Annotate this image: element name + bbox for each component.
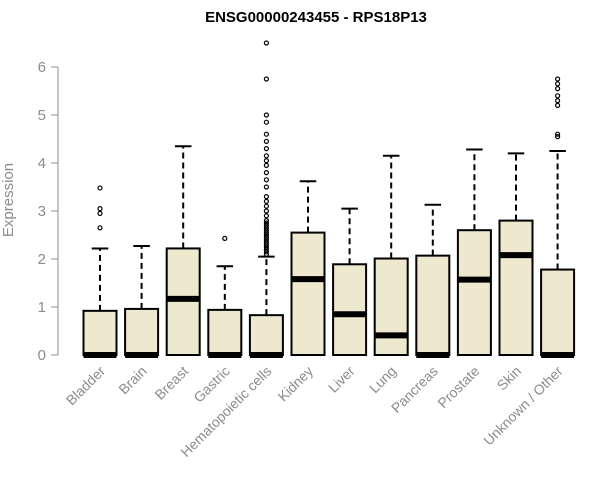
- box-rect: [498, 219, 534, 356]
- outlier-point: [263, 227, 269, 233]
- outlier-point: [554, 93, 561, 99]
- outlier-point: [263, 194, 269, 200]
- outlier-point: [263, 184, 269, 190]
- box-group: [165, 145, 201, 356]
- outlier-point: [263, 246, 269, 252]
- x-category-label: Skin: [494, 363, 525, 394]
- outlier-point: [554, 102, 561, 109]
- outlier-point: [263, 146, 269, 152]
- x-category-label: Breast: [151, 363, 191, 403]
- box-rect: [540, 268, 576, 356]
- box-rect: [248, 314, 284, 357]
- outlier-point: [263, 232, 269, 238]
- outlier-point: [263, 76, 269, 82]
- outlier-point: [263, 234, 269, 240]
- outlier-point: [263, 131, 269, 137]
- box-group: [124, 245, 160, 358]
- y-tick-label: 0: [38, 347, 46, 364]
- outlier-point: [263, 249, 269, 255]
- x-category-label: Lung: [366, 363, 399, 396]
- outlier-point: [263, 162, 269, 168]
- x-category-label: Unknown / Other: [480, 363, 566, 449]
- x-category-label: Brain: [115, 363, 149, 397]
- box-group: [290, 180, 326, 357]
- outlier-point: [263, 177, 269, 183]
- outlier-point: [263, 251, 269, 257]
- x-category-label: Kidney: [275, 363, 317, 405]
- box-rect: [456, 229, 492, 356]
- box-rect: [290, 231, 326, 357]
- box-group: [248, 40, 284, 358]
- outlier-point: [554, 131, 561, 137]
- outlier-point: [263, 40, 269, 46]
- outlier-point: [263, 239, 269, 245]
- box-group: [373, 154, 409, 356]
- outlier-point: [554, 97, 561, 104]
- outlier-point: [554, 85, 561, 92]
- box-rect: [82, 309, 118, 356]
- x-category-label: Prostate: [434, 363, 482, 411]
- outlier-point: [97, 206, 103, 212]
- outlier-point: [263, 208, 269, 214]
- outlier-point: [263, 198, 269, 204]
- y-axis-label: Expression: [0, 163, 17, 237]
- outlier-point: [263, 153, 269, 159]
- outlier-point: [222, 235, 228, 241]
- y-tick-label: 6: [38, 59, 46, 76]
- outlier-point: [263, 230, 269, 236]
- box-group: [207, 235, 243, 358]
- y-tick-label: 1: [38, 299, 46, 316]
- box-rect: [124, 307, 160, 357]
- y-tick-label: 5: [38, 107, 46, 124]
- outlier-point: [263, 218, 269, 224]
- box-rect: [207, 308, 243, 357]
- box-group: [540, 76, 576, 358]
- boxes-layer: [82, 40, 576, 358]
- box-group: [82, 185, 118, 358]
- x-category-label: Liver: [325, 363, 358, 396]
- box-group: [498, 152, 534, 356]
- outlier-point: [263, 225, 269, 231]
- outlier-point: [263, 170, 269, 176]
- box-group: [332, 207, 368, 356]
- outlier-point: [554, 76, 561, 82]
- box-rect: [373, 257, 409, 356]
- x-category-label: Bladder: [63, 363, 109, 409]
- y-axis: 0 1 2 3 4 5 6: [38, 59, 59, 364]
- y-tick-label: 2: [38, 251, 46, 268]
- outlier-point: [263, 222, 269, 228]
- outlier-point: [263, 237, 269, 243]
- y-tick-label: 3: [38, 203, 46, 220]
- chart-title: ENSG00000243455 - RPS18P13: [205, 9, 427, 26]
- outlier-point: [263, 112, 269, 118]
- outlier-point: [263, 119, 269, 125]
- outlier-point: [97, 185, 103, 191]
- outlier-point: [263, 203, 269, 209]
- box-rect: [332, 263, 368, 356]
- outlier-point: [97, 225, 103, 231]
- outlier-point: [263, 158, 269, 164]
- outlier-point: [263, 220, 269, 226]
- outlier-point: [263, 242, 269, 248]
- outlier-point: [97, 210, 103, 216]
- box-group: [456, 148, 492, 356]
- outlier-point: [263, 213, 269, 219]
- box-group: [415, 203, 451, 358]
- outlier-point: [554, 81, 561, 87]
- outlier-point: [263, 244, 269, 250]
- y-tick-label: 4: [38, 155, 46, 172]
- outlier-point: [263, 138, 269, 144]
- box-rect: [415, 254, 451, 356]
- outlier-point: [554, 134, 561, 140]
